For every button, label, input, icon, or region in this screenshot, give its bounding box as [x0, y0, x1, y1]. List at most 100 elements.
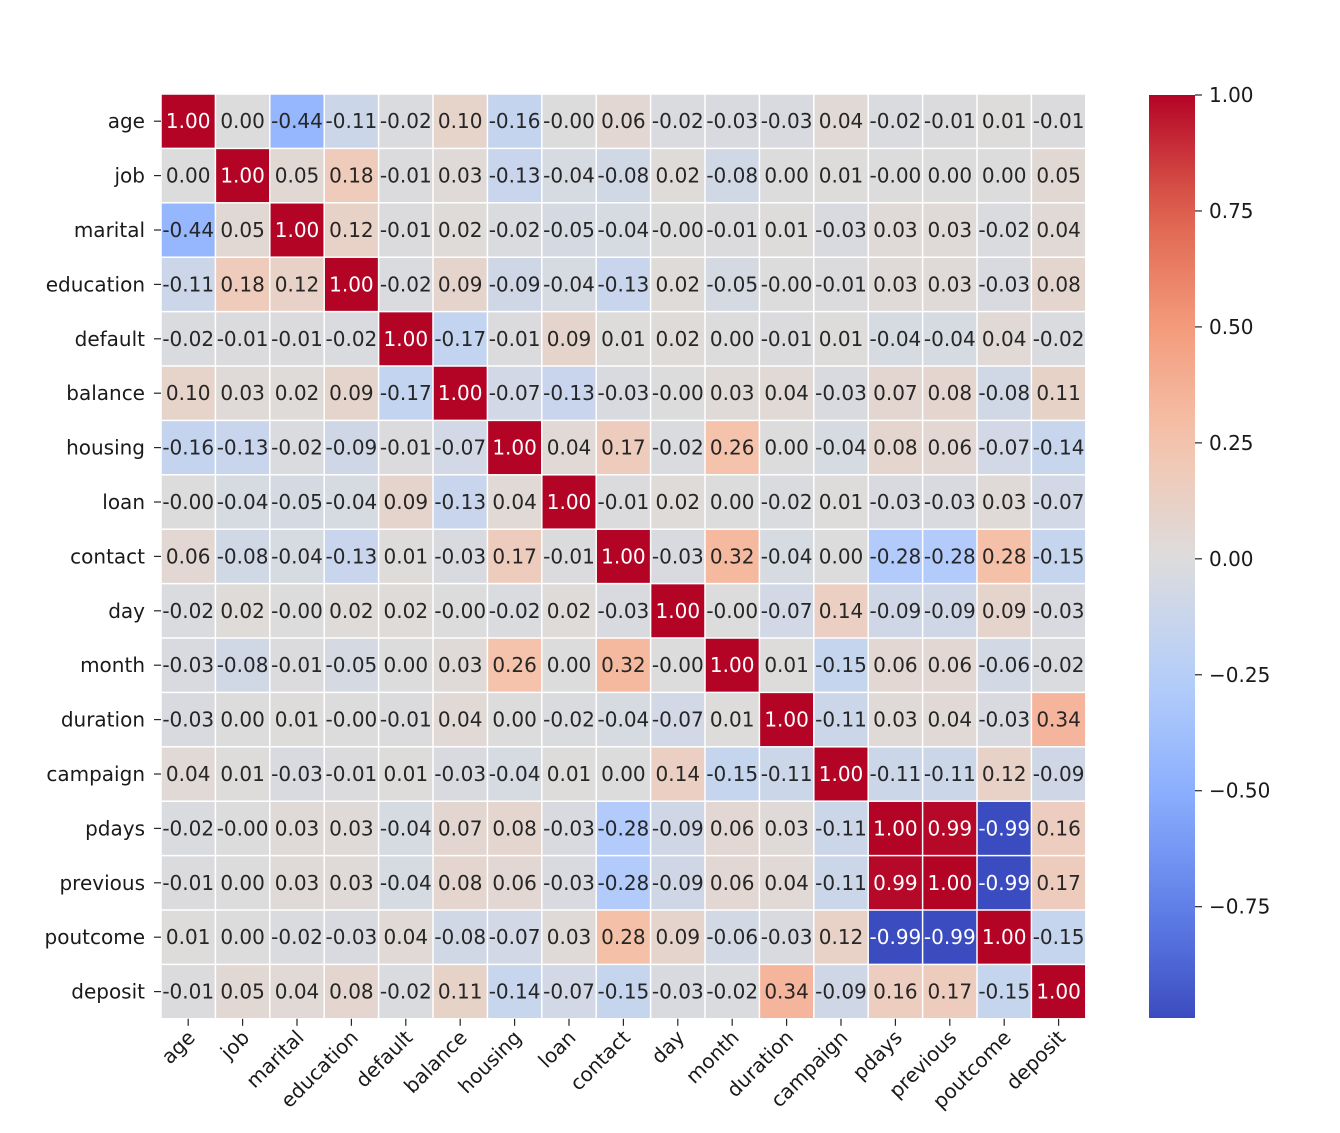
cell-duration-contact [596, 693, 650, 747]
cell-duration-marital [270, 693, 324, 747]
cell-age-education [324, 94, 378, 148]
y-label-day: day [108, 599, 145, 623]
cell-label-default-education: -0.02 [326, 327, 378, 351]
cell-label-default-housing: -0.01 [489, 327, 541, 351]
cell-poutcome-contact [596, 910, 650, 964]
colorbar-tick-label-6: −0.50 [1209, 779, 1270, 803]
cell-duration-month [705, 693, 759, 747]
cell-day-poutcome [977, 584, 1031, 638]
cell-label-day-poutcome: 0.09 [982, 599, 1027, 623]
cell-label-housing-job: -0.13 [217, 436, 269, 460]
cell-month-pdays [868, 638, 922, 692]
cell-loan-marital [270, 475, 324, 529]
cell-previous-month [705, 856, 759, 910]
cell-balance-job [216, 366, 270, 420]
cell-housing-balance [433, 421, 487, 475]
cell-label-month-age: -0.03 [162, 653, 214, 677]
cell-label-age-loan: -0.00 [543, 109, 595, 133]
cell-label-duration-age: -0.03 [162, 708, 214, 732]
cell-label-education-poutcome: -0.03 [978, 272, 1030, 296]
cell-label-month-balance: 0.03 [438, 653, 483, 677]
cell-age-poutcome [977, 94, 1031, 148]
cell-pdays-age [161, 801, 215, 855]
cell-age-campaign [814, 94, 868, 148]
cell-education-month [705, 257, 759, 311]
cell-balance-campaign [814, 366, 868, 420]
cell-label-education-age: -0.11 [162, 272, 214, 296]
cell-label-deposit-education: 0.08 [329, 980, 374, 1004]
cell-label-pdays-deposit: 0.16 [1036, 816, 1081, 840]
cell-balance-previous [923, 366, 977, 420]
cell-label-day-previous: -0.09 [924, 599, 976, 623]
cell-poutcome-poutcome [977, 910, 1031, 964]
cell-previous-pdays [868, 856, 922, 910]
cell-label-job-education: 0.18 [329, 164, 374, 188]
cell-duration-job [216, 693, 270, 747]
cell-age-deposit [1032, 94, 1086, 148]
y-axis-labels: age job marital education default balance hous… [45, 109, 161, 1004]
cell-campaign-marital [270, 747, 324, 801]
cell-label-loan-job: -0.04 [217, 490, 269, 514]
cell-label-poutcome-campaign: 0.12 [819, 925, 864, 949]
cell-label-day-job: 0.02 [220, 599, 265, 623]
cell-month-loan [542, 638, 596, 692]
cell-age-previous [923, 94, 977, 148]
cell-label-duration-deposit: 0.34 [1036, 708, 1081, 732]
cell-deposit-pdays [868, 965, 922, 1019]
cell-label-contact-month: 0.32 [710, 544, 755, 568]
cell-label-housing-poutcome: -0.07 [978, 436, 1030, 460]
cell-label-poutcome-duration: -0.03 [761, 925, 813, 949]
cell-label-default-age: -0.02 [162, 327, 214, 351]
cell-label-previous-previous: 1.00 [928, 871, 973, 895]
cell-label-month-month: 1.00 [710, 653, 755, 677]
cell-education-day [651, 257, 705, 311]
cell-label-campaign-housing: -0.04 [489, 762, 541, 786]
cell-education-job [216, 257, 270, 311]
cell-marital-education [324, 203, 378, 257]
cell-marital-loan [542, 203, 596, 257]
y-label-job: job [114, 164, 146, 188]
cell-label-loan-pdays: -0.03 [870, 490, 922, 514]
cell-loan-balance [433, 475, 487, 529]
y-label-marital: marital [74, 218, 145, 242]
cell-default-pdays [868, 312, 922, 366]
cell-day-pdays [868, 584, 922, 638]
cell-label-age-poutcome: 0.01 [982, 109, 1027, 133]
cell-label-day-education: 0.02 [329, 599, 374, 623]
y-label-poutcome: poutcome [45, 925, 145, 949]
cell-month-job [216, 638, 270, 692]
cell-job-balance [433, 149, 487, 203]
cell-label-age-pdays: -0.02 [870, 109, 922, 133]
cell-pdays-campaign [814, 801, 868, 855]
cell-age-day [651, 94, 705, 148]
cell-label-age-contact: 0.06 [601, 109, 646, 133]
cell-label-age-balance: 0.10 [438, 109, 483, 133]
cell-pdays-pdays [868, 801, 922, 855]
colorbar-tick-label-5: −0.25 [1209, 663, 1270, 687]
cell-pdays-job [216, 801, 270, 855]
cell-contact-loan [542, 529, 596, 583]
cell-balance-day [651, 366, 705, 420]
cell-loan-housing [488, 475, 542, 529]
cell-label-education-month: -0.05 [706, 272, 758, 296]
cell-poutcome-previous [923, 910, 977, 964]
cell-label-job-campaign: 0.01 [819, 164, 864, 188]
cell-campaign-day [651, 747, 705, 801]
colorbar: 1.00 0.75 0.50 0.25 0.00 −0.25 −0.50 −0.75 [1149, 83, 1270, 1018]
cell-label-duration-housing: 0.00 [492, 708, 537, 732]
cell-education-default [379, 257, 433, 311]
cell-label-education-loan: -0.04 [543, 272, 595, 296]
cell-balance-default [379, 366, 433, 420]
cell-loan-default [379, 475, 433, 529]
cell-deposit-campaign [814, 965, 868, 1019]
cell-marital-previous [923, 203, 977, 257]
cell-label-education-campaign: -0.01 [815, 272, 867, 296]
cell-pdays-deposit [1032, 801, 1086, 855]
cell-job-education [324, 149, 378, 203]
cell-default-education [324, 312, 378, 366]
cell-label-month-day: -0.00 [652, 653, 704, 677]
cell-previous-marital [270, 856, 324, 910]
cell-label-contact-previous: -0.28 [924, 544, 976, 568]
cell-label-job-duration: 0.00 [764, 164, 809, 188]
cell-deposit-loan [542, 965, 596, 1019]
